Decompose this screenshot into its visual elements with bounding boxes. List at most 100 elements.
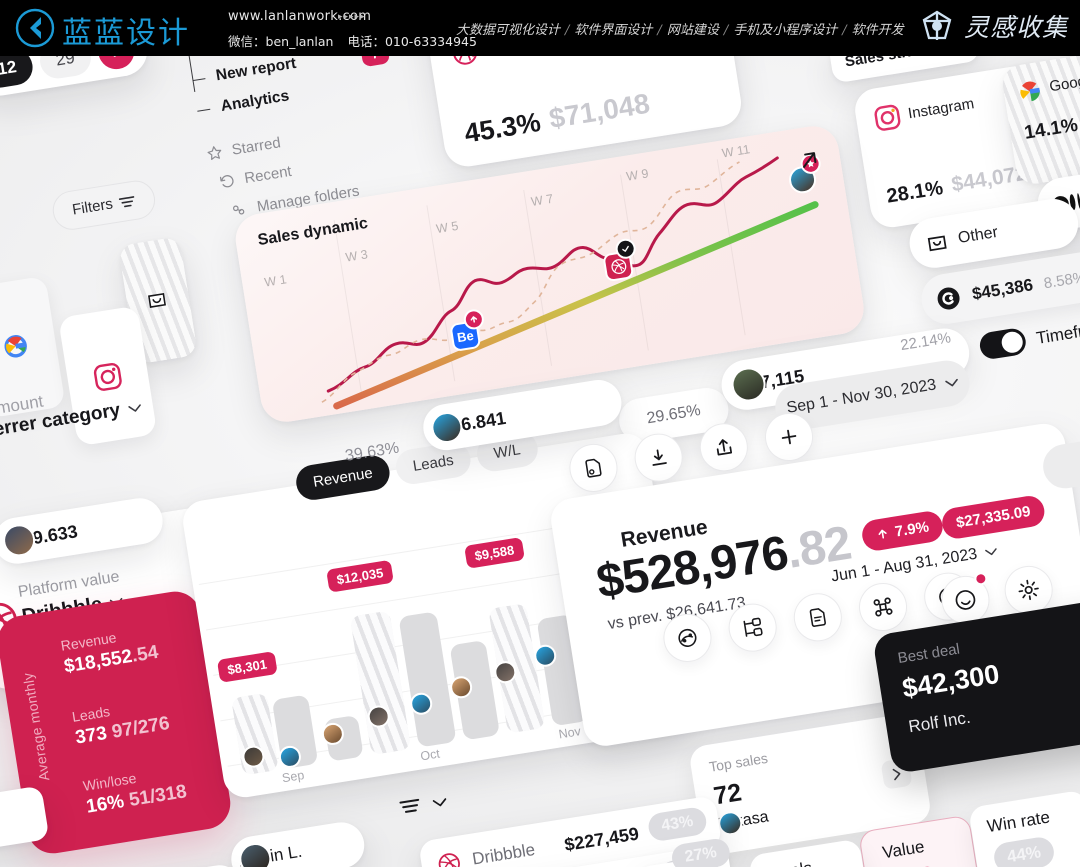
network-button[interactable]	[660, 610, 715, 666]
referrer-chip-other[interactable]: Other	[906, 195, 1080, 272]
contact-line: 微信：ben_lanlan 电话：010-63334945	[228, 31, 477, 50]
arrow-decoration-icon: ▸▸▸▸▸	[338, 11, 366, 21]
referrer-section-header[interactable]: Deals amount by referrer category	[0, 367, 201, 449]
service-item: 大数据可视化设计	[456, 23, 561, 38]
inspiration-logo-icon	[922, 10, 952, 40]
service-item: 网站建设	[666, 23, 719, 38]
referrer-name: Dribbble	[486, 56, 549, 57]
lanlan-logo-icon	[14, 8, 56, 48]
count-dark-pill[interactable]: 12	[0, 56, 36, 91]
top-sales-caption: Top sales	[707, 749, 769, 775]
best-deal-caption: Best deal	[896, 640, 961, 668]
person-chip-armin[interactable]: Armin L.	[228, 819, 368, 867]
nav-tree: Deal duration New report Analytics	[186, 56, 322, 132]
x-tick-label: Oct	[419, 746, 441, 764]
instagram-icon	[93, 363, 122, 391]
notification-dot	[973, 571, 989, 587]
referrer-card-instagram[interactable]: Instagram 28.1% $44,072	[852, 60, 1072, 231]
service-item: 软件界面设计	[574, 23, 653, 38]
referrer-row-crm[interactable]: $45,386 8.58%	[918, 243, 1080, 328]
user-amount-chip: $209.633	[0, 494, 166, 567]
tooltip-label: Sales strick	[844, 56, 929, 70]
behance-label: Be	[455, 327, 475, 345]
top-sales-card[interactable]: Top sales 72 Mikasa	[688, 712, 933, 857]
placeholder-card	[118, 236, 199, 365]
services-list: 大数据可视化设计 / 软件界面设计 / 网站建设 / 手机及小程序设计 / 软件开发	[456, 23, 904, 38]
referrer-name: Other	[956, 223, 1000, 247]
timeframe-label: Timefra	[1034, 319, 1080, 348]
placeholder-card	[0, 275, 66, 419]
person-chip-mikasa[interactable]: Mikasa A.	[112, 861, 246, 867]
filters-button[interactable]: Filters	[50, 177, 158, 233]
dribbble-icon	[438, 852, 460, 867]
marker-avatar[interactable]	[787, 152, 823, 196]
arrow-up-icon	[878, 529, 887, 539]
x-tick-label: Nov	[557, 724, 582, 742]
chevron-right-icon	[892, 768, 900, 780]
date-range-picker[interactable]: Sep 1 - Nov 30, 2023	[772, 357, 973, 434]
sidebar-item-starred[interactable]: Starred	[204, 116, 352, 168]
referrer-card-dribbble[interactable]: Dribbble 45.3% $71,048	[420, 56, 745, 170]
marker-behance[interactable]: Be	[449, 307, 486, 352]
sitemap-icon	[743, 617, 763, 637]
best-deal-company: Rolf Inc.	[907, 707, 972, 737]
list-sort-control[interactable]	[398, 792, 448, 817]
win-rate-card[interactable]: Win rate 44% 1.2%	[968, 789, 1080, 867]
share-button[interactable]	[696, 419, 752, 475]
timeframe-toggle[interactable]	[978, 326, 1028, 361]
stat-percent: 29.65%	[645, 401, 702, 428]
gear-icon	[1018, 579, 1039, 601]
win-rate-caption: Win rate	[985, 807, 1052, 837]
command-icon	[873, 597, 893, 617]
site-banner: 蓝蓝设计 www.lanlanwork.com ▸▸▸▸▸ 微信：ben_lan…	[0, 0, 1080, 56]
sitemap-button[interactable]	[725, 600, 781, 656]
count-dark-value: 12	[0, 57, 18, 79]
command-button[interactable]	[855, 579, 911, 635]
count-light-value: 29	[54, 56, 77, 70]
list-row-dribbble[interactable]: Dribbble $227,459 43%	[418, 795, 723, 867]
document-button[interactable]	[790, 589, 846, 645]
crm-percent: 8.58%	[1042, 268, 1080, 292]
arrow-up-right-icon[interactable]	[796, 147, 821, 172]
inspiration-brand-text: 灵感收集	[963, 13, 1068, 42]
sidebar-item-manage-folders[interactable]: Manage folders	[213, 176, 361, 228]
nav-secondary: Starred Recent Manage folders	[204, 116, 362, 228]
notification-badge: 7	[359, 56, 391, 68]
settings-button[interactable]	[1001, 562, 1057, 618]
history-icon	[219, 174, 234, 187]
file-settings-button[interactable]	[566, 440, 621, 496]
sales-dynamic-chart-card: Sales dynamic W 1 W 3 W 5 W 7 W 9 W 11	[232, 122, 868, 426]
nav-label: Recent	[243, 162, 293, 187]
download-button[interactable]	[631, 430, 687, 486]
marker-dribbble[interactable]	[602, 237, 638, 283]
top-sales-more-button[interactable]	[880, 757, 913, 790]
referrer-name: Instagram	[906, 95, 976, 123]
pink-leads-main: 373	[73, 722, 109, 749]
count-light-pill[interactable]: 29	[37, 56, 94, 81]
brand-name: 蓝蓝设计	[62, 16, 190, 51]
timeframe-toggle-group[interactable]: Timefra	[978, 316, 1080, 361]
design-showcase-canvas: 12 29 Filters	[0, 56, 1080, 867]
chevron-down-icon	[432, 797, 447, 806]
instagram-icon	[874, 104, 901, 131]
chart-toolbar	[566, 409, 817, 496]
revenue-delta-value: $27,335.09	[954, 502, 1032, 532]
chevron-down-icon[interactable]	[984, 547, 997, 557]
wechat-value: ben_lanlan	[265, 34, 334, 49]
sidebar-item-recent[interactable]: Recent	[209, 146, 357, 198]
referrer-card-google[interactable]: Google 14.1% $	[1000, 56, 1080, 187]
referrer-percent: 45.3%	[462, 106, 543, 149]
file-settings-icon	[585, 458, 602, 478]
confirm-check-button[interactable]	[95, 56, 137, 72]
revenue-delta-percent-chip: 7.9%	[860, 509, 946, 553]
inbox-icon	[927, 234, 947, 251]
sidebar-nav-panel: Deal duration New report Analytics 7 Sta…	[152, 56, 495, 338]
add-button[interactable]	[761, 409, 817, 465]
list-row-name: Dribbble	[470, 839, 537, 867]
list-row-value: $227,459	[562, 822, 641, 855]
chevron-down-icon	[944, 378, 958, 386]
average-monthly-label: Average monthly	[19, 671, 53, 782]
site-url[interactable]: www.lanlanwork.com	[228, 9, 372, 24]
smiley-button[interactable]	[938, 571, 993, 628]
check-icon	[622, 245, 629, 252]
